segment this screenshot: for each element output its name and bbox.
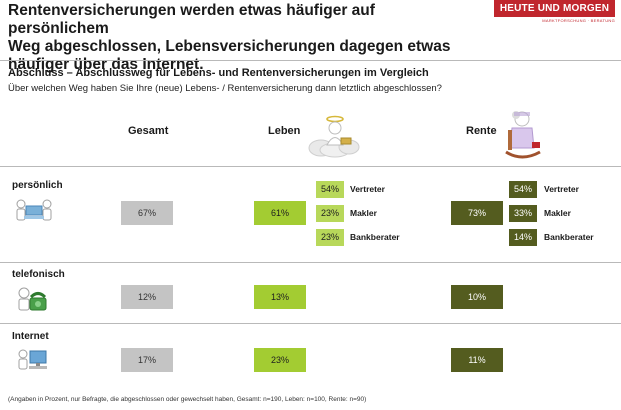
row-divider-2	[0, 262, 621, 263]
rente-mascot-icon	[500, 106, 546, 162]
telephone-icon	[16, 286, 50, 314]
cell-internet-gesamt: 17%	[121, 348, 173, 372]
headline-line-1: Rentenversicherungen werden etwas häufig…	[8, 2, 375, 37]
computer-icon	[16, 346, 50, 374]
leben-makler-value: 23%	[316, 205, 344, 222]
cell-persoenlich-rente: 73%	[451, 201, 503, 225]
leben-mascot-icon	[305, 110, 361, 158]
leben-bankberater-label: Bankberater	[350, 232, 400, 242]
logo-text: HEUTE UND MORGEN	[494, 0, 615, 17]
cell-internet-rente: 11%	[451, 348, 503, 372]
cell-internet-leben: 23%	[254, 348, 306, 372]
brand-logo: HEUTE UND MORGEN MARKTFORSCHUNG · BERATU…	[494, 0, 615, 24]
row-divider-3	[0, 323, 621, 324]
rente-vertreter-label: Vertreter	[544, 184, 579, 194]
row-label-telefonisch: telefonisch	[12, 269, 65, 280]
cell-persoenlich-gesamt: 67%	[121, 201, 173, 225]
rente-makler-value: 33%	[509, 205, 537, 222]
meeting-icon	[14, 196, 54, 226]
column-header-gesamt: Gesamt	[128, 125, 169, 137]
headline-line-2: Weg abgeschlossen, Lebensversicherungen …	[8, 38, 451, 55]
logo-subtext: MARKTFORSCHUNG · BERATUNG	[542, 18, 615, 23]
cell-telefonisch-rente: 10%	[451, 285, 503, 309]
cell-telefonisch-leben: 13%	[254, 285, 306, 309]
header-divider	[0, 60, 621, 61]
row-divider-1	[0, 166, 621, 167]
leben-bankberater-value: 23%	[316, 229, 344, 246]
headline: Rentenversicherungen werden etwas häufig…	[8, 2, 478, 74]
cell-telefonisch-gesamt: 12%	[121, 285, 173, 309]
column-header-rente: Rente	[466, 125, 497, 137]
cell-persoenlich-leben: 61%	[254, 201, 306, 225]
leben-makler-label: Makler	[350, 208, 377, 218]
leben-vertreter-value: 54%	[316, 181, 344, 198]
chart-title: Abschluss – Abschlussweg für Lebens- und…	[8, 67, 429, 79]
footnote: (Angaben in Prozent, nur Befragte, die a…	[8, 396, 367, 403]
column-header-leben: Leben	[268, 125, 301, 137]
survey-question: Über welchen Weg haben Sie Ihre (neue) L…	[8, 83, 442, 94]
rente-vertreter-value: 54%	[509, 181, 537, 198]
row-label-persoenlich: persönlich	[12, 180, 63, 191]
rente-bankberater-label: Bankberater	[544, 232, 594, 242]
rente-bankberater-value: 14%	[509, 229, 537, 246]
rente-makler-label: Makler	[544, 208, 571, 218]
leben-vertreter-label: Vertreter	[350, 184, 385, 194]
row-label-internet: Internet	[12, 331, 49, 342]
